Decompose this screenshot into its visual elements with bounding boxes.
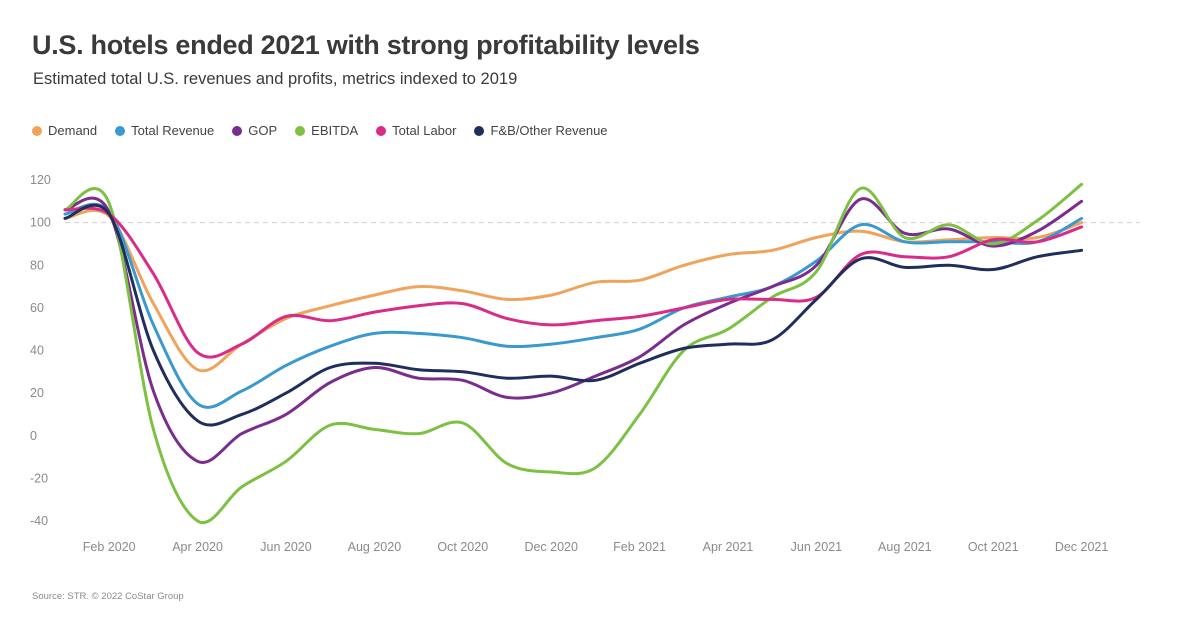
series-line-ebitda: [63, 182, 1084, 525]
x-tick-label: Apr 2021: [703, 540, 754, 554]
x-tick-label: Aug 2021: [878, 540, 932, 554]
legend-swatch: [295, 125, 306, 136]
legend-swatch: [232, 125, 243, 136]
legend-item-gop: GOP: [232, 123, 277, 138]
legend-swatch: [115, 125, 126, 136]
legend-swatch: [32, 125, 42, 136]
x-tick-label: Oct 2021: [968, 540, 1019, 554]
x-tick-label: Feb 2021: [613, 540, 666, 554]
x-tick-label: Aug 2020: [348, 540, 402, 554]
y-tick-label: 20: [30, 386, 44, 400]
legend-label: Demand: [48, 123, 98, 138]
y-tick-label: 100: [30, 216, 51, 230]
legend-item-ebitda: EBITDA: [295, 123, 358, 138]
y-tick-label: -20: [30, 471, 48, 485]
x-tick-label: Jun 2021: [791, 540, 842, 554]
legend-label: EBITDA: [311, 123, 359, 138]
chart-subtitle: Estimated total U.S. revenues and profit…: [33, 70, 518, 88]
y-tick-label: 120: [30, 173, 51, 187]
series-line-gop: [63, 196, 1084, 464]
legend-swatch: [474, 125, 485, 136]
y-tick-label: 60: [30, 301, 44, 315]
y-tick-label: 40: [30, 344, 44, 358]
legend-label: Total Labor: [392, 123, 457, 138]
series-line-total-revenue: [63, 202, 1084, 409]
legend: Demand Total Revenue GOP EBITDA Total Labor F…: [32, 123, 608, 138]
y-tick-label: 80: [30, 258, 44, 272]
legend-item-total-labor: Total Labor: [376, 123, 456, 138]
x-tick-label: Dec 2021: [1055, 540, 1109, 554]
legend-swatch: [376, 125, 387, 136]
source-note: Source: STR. © 2022 CoStar Group: [32, 591, 184, 602]
series-line-total-labor: [63, 206, 1084, 359]
legend-label: GOP: [248, 123, 278, 138]
x-tick-label: Jun 2020: [260, 540, 311, 554]
x-tick-label: Apr 2020: [172, 540, 223, 554]
y-tick-label: -40: [30, 514, 48, 528]
chart-title: U.S. hotels ended 2021 with strong profi…: [32, 30, 700, 60]
x-tick-label: Oct 2020: [437, 540, 488, 554]
series-line-demand: [63, 208, 1084, 373]
series-line-f-b-other-revenue: [63, 203, 1084, 427]
x-tick-label: Feb 2020: [83, 540, 136, 554]
legend-item-f-b-other-revenue: F&B/Other Revenue: [474, 123, 608, 138]
y-tick-label: 0: [30, 429, 37, 443]
legend-item-total-revenue: Total Revenue: [115, 123, 214, 138]
legend-label: F&B/Other Revenue: [490, 123, 608, 138]
x-tick-label: Dec 2020: [524, 540, 578, 554]
legend-item-demand: Demand: [32, 123, 97, 138]
legend-label: Total Revenue: [131, 123, 215, 138]
